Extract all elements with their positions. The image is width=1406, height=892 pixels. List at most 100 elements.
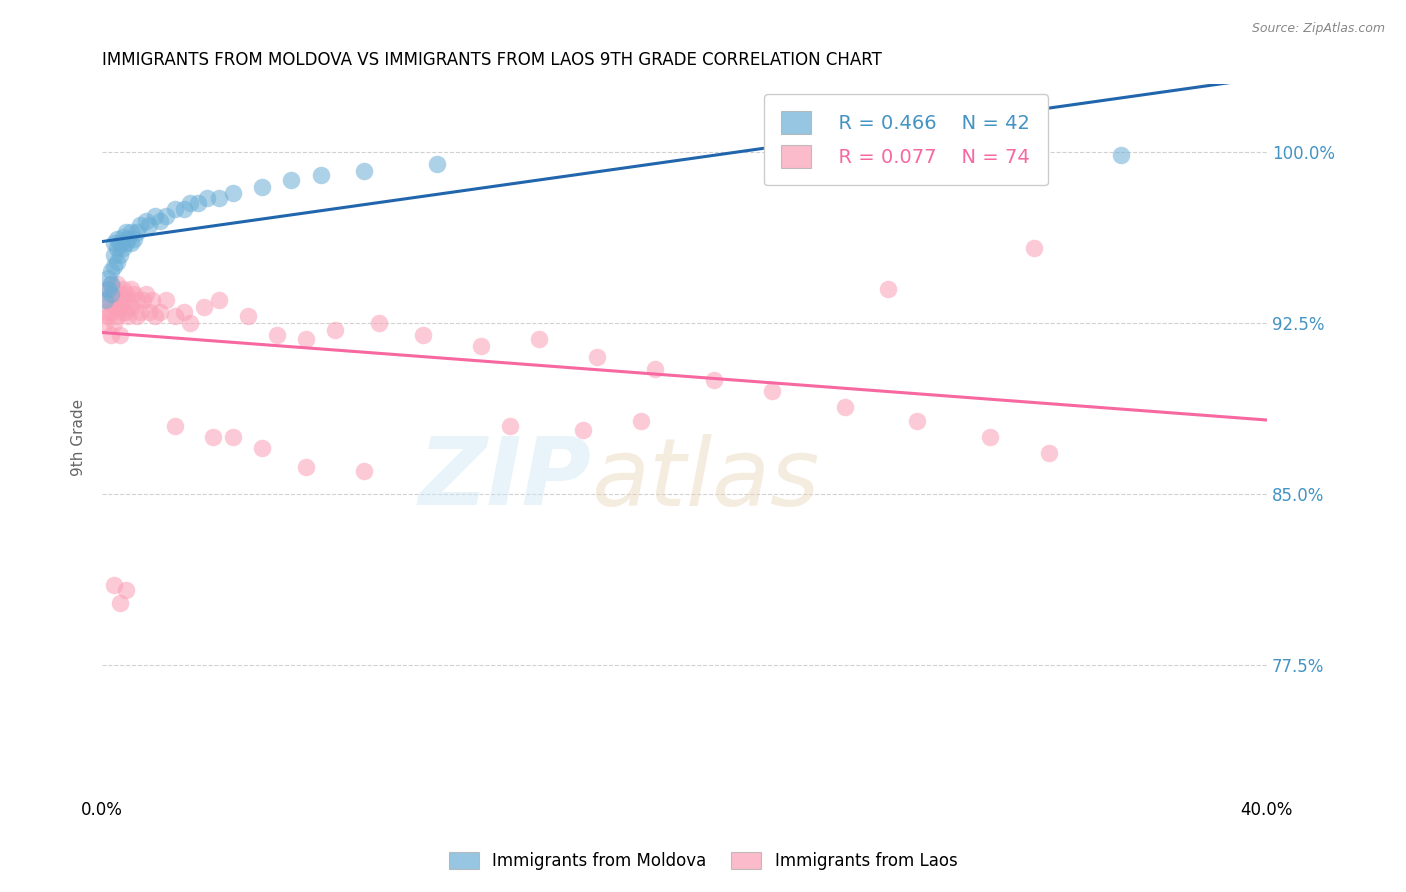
Point	[143, 209, 166, 223]
Point	[114, 286, 136, 301]
Point	[187, 195, 209, 210]
Point	[117, 310, 139, 324]
Point	[103, 282, 125, 296]
Point	[630, 414, 652, 428]
Point	[120, 236, 142, 251]
Point	[111, 282, 134, 296]
Point	[201, 430, 224, 444]
Text: ZIP: ZIP	[419, 434, 592, 525]
Legend:   R = 0.466    N = 42,   R = 0.077    N = 74: R = 0.466 N = 42, R = 0.077 N = 74	[763, 94, 1047, 186]
Point	[103, 316, 125, 330]
Point	[105, 293, 128, 308]
Point	[173, 202, 195, 217]
Point	[127, 310, 149, 324]
Point	[122, 286, 145, 301]
Point	[103, 286, 125, 301]
Point	[877, 282, 900, 296]
Point	[353, 163, 375, 178]
Point	[105, 241, 128, 255]
Point	[149, 213, 172, 227]
Point	[367, 316, 389, 330]
Point	[97, 310, 120, 324]
Point	[1022, 241, 1045, 255]
Point	[97, 293, 120, 308]
Point	[295, 332, 318, 346]
Point	[105, 254, 128, 268]
Point	[120, 300, 142, 314]
Point	[141, 293, 163, 308]
Point	[100, 277, 122, 292]
Point	[108, 248, 131, 262]
Point	[761, 384, 783, 399]
Point	[97, 270, 120, 285]
Point	[117, 293, 139, 308]
Point	[135, 213, 157, 227]
Point	[252, 179, 274, 194]
Point	[103, 248, 125, 262]
Point	[94, 305, 117, 319]
Point	[252, 442, 274, 456]
Point	[149, 305, 172, 319]
Point	[208, 191, 231, 205]
Point	[586, 351, 609, 365]
Point	[155, 209, 177, 223]
Point	[129, 305, 152, 319]
Point	[1038, 446, 1060, 460]
Point	[108, 300, 131, 314]
Point	[138, 219, 160, 233]
Point	[108, 236, 131, 251]
Point	[1111, 147, 1133, 161]
Point	[114, 236, 136, 251]
Point	[97, 282, 120, 296]
Point	[100, 286, 122, 301]
Point	[411, 327, 433, 342]
Point	[173, 305, 195, 319]
Point	[97, 282, 120, 296]
Point	[571, 423, 593, 437]
Point	[108, 286, 131, 301]
Point	[222, 186, 245, 201]
Point	[103, 260, 125, 274]
Point	[100, 305, 122, 319]
Point	[108, 596, 131, 610]
Point	[111, 305, 134, 319]
Point	[103, 300, 125, 314]
Point	[103, 578, 125, 592]
Point	[120, 225, 142, 239]
Point	[309, 168, 332, 182]
Point	[100, 293, 122, 308]
Point	[103, 236, 125, 251]
Y-axis label: 9th Grade: 9th Grade	[72, 399, 86, 475]
Point	[111, 241, 134, 255]
Point	[108, 327, 131, 342]
Point	[111, 293, 134, 308]
Point	[122, 232, 145, 246]
Point	[132, 293, 155, 308]
Point	[163, 310, 186, 324]
Point	[127, 225, 149, 239]
Text: atlas: atlas	[592, 434, 820, 524]
Point	[129, 219, 152, 233]
Point	[907, 414, 929, 428]
Point	[195, 191, 218, 205]
Point	[426, 157, 449, 171]
Point	[100, 264, 122, 278]
Point	[155, 293, 177, 308]
Point	[114, 225, 136, 239]
Point	[208, 293, 231, 308]
Point	[193, 300, 215, 314]
Point	[353, 464, 375, 478]
Point	[138, 305, 160, 319]
Point	[120, 282, 142, 296]
Point	[105, 310, 128, 324]
Point	[94, 293, 117, 308]
Point	[236, 310, 259, 324]
Point	[323, 323, 346, 337]
Point	[117, 232, 139, 246]
Point	[163, 202, 186, 217]
Point	[499, 418, 522, 433]
Legend: Immigrants from Moldova, Immigrants from Laos: Immigrants from Moldova, Immigrants from…	[441, 845, 965, 877]
Point	[179, 195, 201, 210]
Point	[834, 401, 856, 415]
Point	[222, 430, 245, 444]
